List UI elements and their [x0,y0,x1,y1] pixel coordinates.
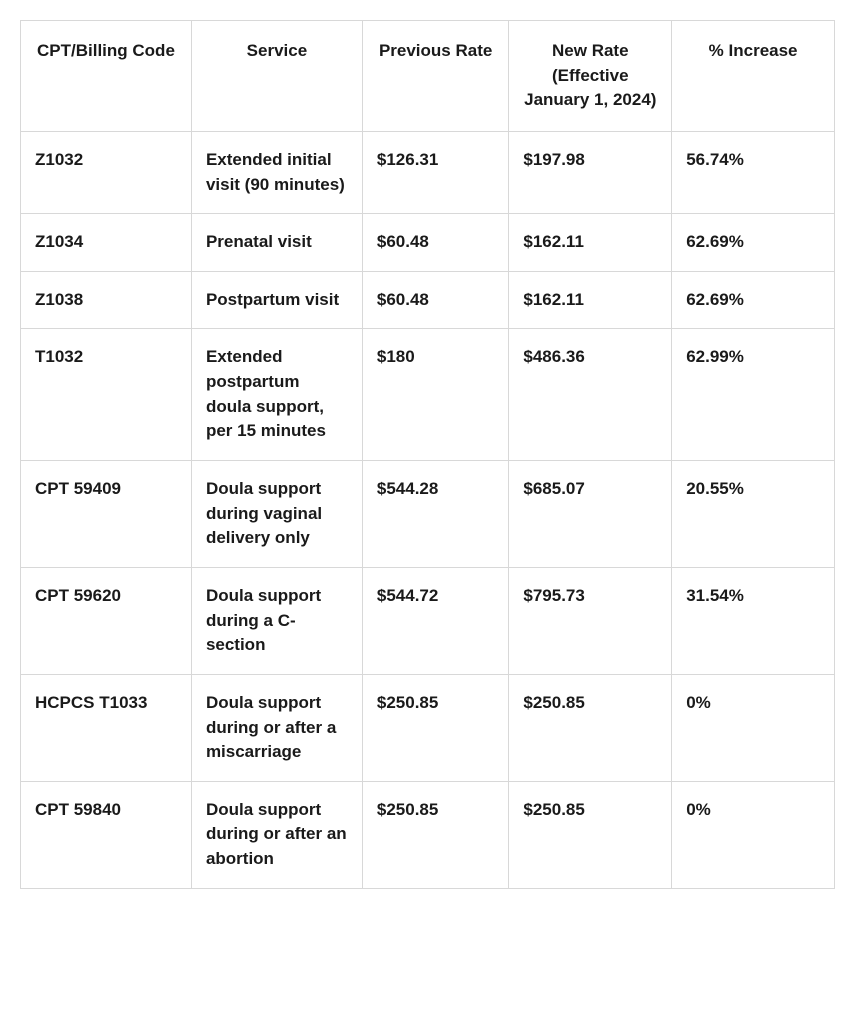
col-header-service: Service [191,21,362,132]
table-row: T1032 Extended postpartum doula support,… [21,329,835,461]
cell-new-rate: $197.98 [509,131,672,213]
cell-pct-increase: 31.54% [672,567,835,674]
cell-new-rate: $795.73 [509,567,672,674]
cell-previous-rate: $126.31 [362,131,509,213]
cell-new-rate: $250.85 [509,781,672,888]
col-header-new-rate: New Rate (Effective January 1, 2024) [509,21,672,132]
cell-new-rate: $162.11 [509,214,672,272]
table-row: Z1032 Extended initial visit (90 minutes… [21,131,835,213]
cell-new-rate: $685.07 [509,461,672,568]
cell-code: HCPCS T1033 [21,674,192,781]
cell-pct-increase: 62.69% [672,271,835,329]
col-header-previous-rate: Previous Rate [362,21,509,132]
cell-previous-rate: $250.85 [362,781,509,888]
cell-service: Prenatal visit [191,214,362,272]
rates-table: CPT/Billing Code Service Previous Rate N… [20,20,835,889]
table-row: HCPCS T1033 Doula support during or afte… [21,674,835,781]
cell-previous-rate: $60.48 [362,271,509,329]
cell-code: T1032 [21,329,192,461]
table-row: Z1038 Postpartum visit $60.48 $162.11 62… [21,271,835,329]
col-header-pct-increase: % Increase [672,21,835,132]
cell-new-rate: $250.85 [509,674,672,781]
cell-service: Doula support during or after an abortio… [191,781,362,888]
rates-table-container: CPT/Billing Code Service Previous Rate N… [20,20,835,889]
cell-previous-rate: $60.48 [362,214,509,272]
cell-previous-rate: $180 [362,329,509,461]
table-row: Z1034 Prenatal visit $60.48 $162.11 62.6… [21,214,835,272]
cell-service: Extended initial visit (90 minutes) [191,131,362,213]
cell-new-rate: $486.36 [509,329,672,461]
cell-pct-increase: 20.55% [672,461,835,568]
cell-service: Extended postpartum doula support, per 1… [191,329,362,461]
cell-previous-rate: $250.85 [362,674,509,781]
cell-code: CPT 59409 [21,461,192,568]
cell-pct-increase: 0% [672,674,835,781]
cell-pct-increase: 62.69% [672,214,835,272]
cell-code: CPT 59840 [21,781,192,888]
cell-previous-rate: $544.28 [362,461,509,568]
table-row: CPT 59409 Doula support during vaginal d… [21,461,835,568]
cell-service: Doula support during vaginal delivery on… [191,461,362,568]
cell-service: Doula support during a C-section [191,567,362,674]
cell-code: Z1032 [21,131,192,213]
cell-pct-increase: 0% [672,781,835,888]
cell-code: Z1034 [21,214,192,272]
cell-code: Z1038 [21,271,192,329]
cell-previous-rate: $544.72 [362,567,509,674]
cell-code: CPT 59620 [21,567,192,674]
table-header-row: CPT/Billing Code Service Previous Rate N… [21,21,835,132]
cell-pct-increase: 62.99% [672,329,835,461]
table-row: CPT 59620 Doula support during a C-secti… [21,567,835,674]
cell-new-rate: $162.11 [509,271,672,329]
cell-service: Postpartum visit [191,271,362,329]
col-header-code: CPT/Billing Code [21,21,192,132]
cell-service: Doula support during or after a miscarri… [191,674,362,781]
cell-pct-increase: 56.74% [672,131,835,213]
table-row: CPT 59840 Doula support during or after … [21,781,835,888]
